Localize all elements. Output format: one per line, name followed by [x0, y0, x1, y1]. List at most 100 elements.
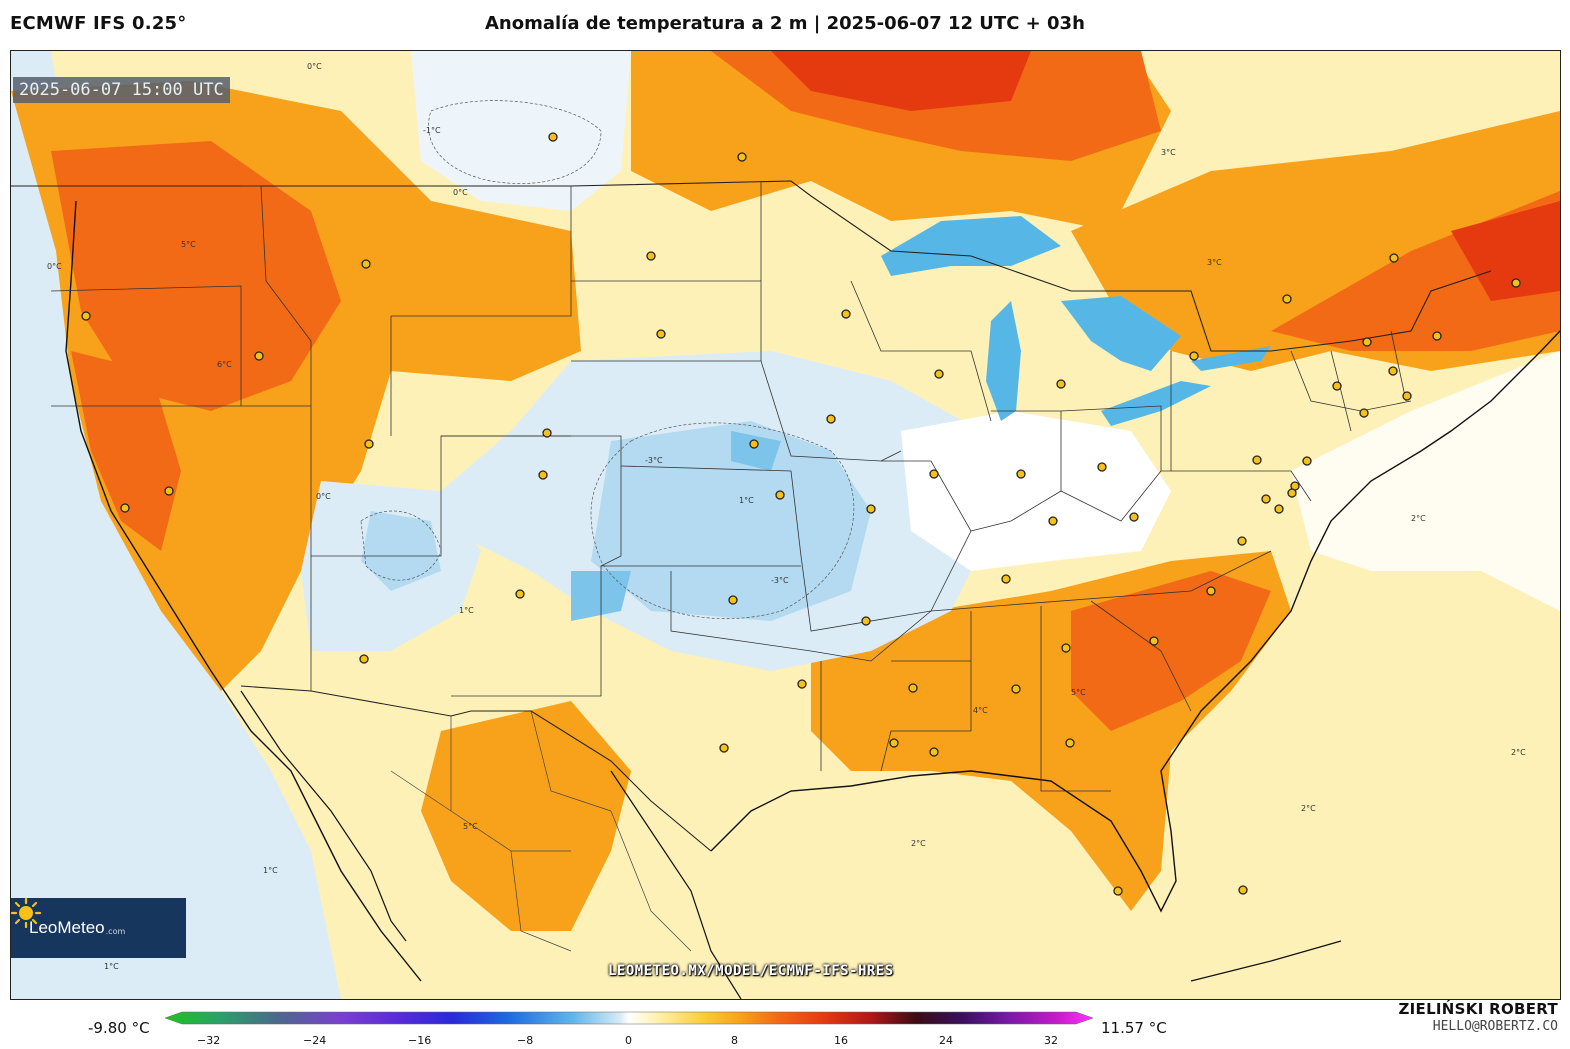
city-marker	[841, 309, 851, 319]
city-marker	[361, 259, 371, 269]
mexico-warm-field	[421, 701, 631, 931]
legend-min-value: -9.80 °C	[88, 1019, 150, 1037]
city-marker	[1065, 738, 1075, 748]
carolinas-hot-field	[1071, 571, 1271, 731]
author-email: HELLO@ROBERTZ.CO	[1432, 1019, 1558, 1034]
state-borders	[50, 181, 1412, 792]
colorbar-tick-label: −16	[408, 1034, 431, 1047]
city-marker	[1237, 536, 1247, 546]
colorbar-tick-label: 8	[731, 1034, 738, 1047]
city-marker	[889, 738, 899, 748]
us-mexico-border	[240, 685, 712, 852]
city-marker	[81, 311, 91, 321]
colorbar-tick-label: −24	[303, 1034, 326, 1047]
colorbar-gradient	[164, 1011, 1094, 1025]
california-hot-field	[71, 351, 181, 551]
contour-label: 3°C	[1161, 148, 1176, 157]
contour-label: 1°C	[104, 962, 119, 971]
colorbar-tick-label: −32	[197, 1034, 220, 1047]
city-marker	[359, 654, 369, 664]
contour-label: 0°C	[316, 492, 331, 501]
source-url: LEOMETEO.MX/MODEL/ECMWF-IFS-HRES	[608, 963, 894, 979]
city-marker	[826, 414, 836, 424]
negative-contours	[360, 100, 855, 620]
atlantic-field	[1291, 351, 1560, 611]
logo-text: LeoMeteo	[29, 918, 105, 937]
city-marker	[1011, 684, 1021, 694]
city-marker	[1061, 643, 1071, 653]
city-marker	[737, 152, 747, 162]
northwest-hot-field	[51, 141, 341, 411]
contour-label: 2°C	[1411, 514, 1426, 523]
gulf-field	[731, 801, 1081, 971]
city-marker	[1388, 366, 1398, 376]
city-marker	[1056, 379, 1066, 389]
canada-very-hot-field	[771, 51, 1031, 111]
colorbar-tick-label: 16	[834, 1034, 848, 1047]
city-marker	[929, 747, 939, 757]
city-marker	[542, 428, 552, 438]
city-marker	[1389, 253, 1399, 263]
leometeo-logo: LeoMeteo .com	[11, 898, 186, 958]
city-marker	[1149, 636, 1159, 646]
colorbar-tick-label: 24	[939, 1034, 953, 1047]
city-markers	[81, 132, 1521, 896]
city-marker	[1206, 586, 1216, 596]
contour-label: 3°C	[1207, 258, 1222, 267]
city-marker	[861, 616, 871, 626]
city-marker	[1189, 351, 1199, 361]
city-marker	[929, 469, 939, 479]
city-marker	[1302, 456, 1312, 466]
contour-label: 0°C	[307, 62, 322, 71]
contour-label: 6°C	[217, 360, 232, 369]
city-marker	[1511, 278, 1521, 288]
contour-labels: 0°C -1°C 0°C -3°C 1°C -3°C 0°C 1°C 5°C 6…	[47, 62, 1526, 971]
plains-cold-field	[591, 421, 871, 621]
city-marker	[728, 595, 738, 605]
city-marker	[1016, 469, 1026, 479]
contour-label: 2°C	[911, 839, 926, 848]
map-title: Anomalía de temperatura a 2 m | 2025-06-…	[485, 13, 1085, 34]
city-marker	[1001, 574, 1011, 584]
contour-label: 4°C	[973, 706, 988, 715]
maritimes-very-hot-field	[1451, 201, 1560, 301]
lake-superior	[881, 216, 1061, 276]
model-name: ECMWF IFS 0.25°	[10, 13, 187, 34]
city-marker	[548, 132, 558, 142]
city-marker	[254, 351, 264, 361]
mexico-gulf-coastline	[610, 770, 742, 999]
city-marker	[120, 503, 130, 513]
colorbar: −32 −24 −16 −8 0 8 16 24 32	[164, 1011, 1094, 1047]
lake-erie	[1101, 381, 1211, 426]
nebraska-colder-field	[731, 431, 781, 471]
contour-label: -3°C	[645, 456, 663, 465]
temperature-anomaly-map: 0°C -1°C 0°C -3°C 1°C -3°C 0°C 1°C 5°C 6…	[10, 50, 1561, 1000]
contour-label: 5°C	[463, 822, 478, 831]
contour-label: 2°C	[1511, 748, 1526, 757]
mexico-state-borders	[390, 710, 692, 952]
contour-label: 5°C	[181, 240, 196, 249]
city-marker	[1402, 391, 1412, 401]
city-marker	[775, 490, 785, 500]
city-marker	[538, 470, 548, 480]
city-marker	[1048, 516, 1058, 526]
city-marker	[515, 589, 525, 599]
city-marker	[1097, 462, 1107, 472]
pacific-coastline	[65, 200, 422, 982]
contour-label: 0°C	[47, 262, 62, 271]
colorbar-tick-label: 32	[1044, 1034, 1058, 1047]
city-marker	[164, 486, 174, 496]
city-marker	[934, 369, 944, 379]
city-marker	[908, 683, 918, 693]
valid-time-label: 2025-06-07 15:00 UTC	[13, 77, 230, 103]
city-marker	[1113, 886, 1123, 896]
sun-icon	[11, 898, 41, 928]
logo-domain: .com	[105, 926, 126, 936]
city-marker	[1274, 504, 1284, 514]
city-marker	[1362, 337, 1372, 347]
city-marker	[797, 679, 807, 689]
city-marker	[1282, 294, 1292, 304]
lake-ontario	[1191, 346, 1271, 371]
lake-huron	[1061, 296, 1181, 371]
city-marker	[656, 329, 666, 339]
